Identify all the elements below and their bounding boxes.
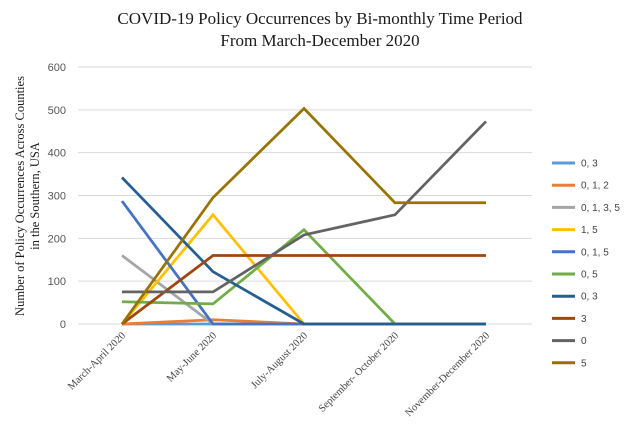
series-line [121,254,486,326]
legend-label: 0, 1, 2 [581,181,609,192]
legend-label: 1, 5 [581,225,598,236]
y-tick-label: 100 [48,276,66,288]
x-axis-ticks: March-April 2020 May-June 2020 July-August… [66,330,492,419]
y-tick-label: 200 [48,233,66,245]
y-tick-label: 0 [60,319,66,331]
legend: 0, 3 0, 1, 2 0, 1, 3, 5 1, 5 0, 1, 5 0, 5 0, 3… [552,159,620,369]
chart-subtitle: From March-December 2020 [220,31,419,50]
y-tick-label: 400 [48,148,66,160]
series-line [120,200,486,326]
y-tick-label: 600 [48,62,66,74]
series-line [120,106,486,325]
gridlines [78,66,532,325]
legend-label: 3 [581,314,587,325]
series-line [122,120,487,294]
y-axis-ticks: 0 100 200 300 400 500 600 [48,62,66,331]
chart-title: COVID-19 Policy Occurrences by Bi-monthl… [117,9,523,28]
y-axis-label-line-2: in the Southern, USA [28,142,42,250]
legend-label: 0, 3 [581,159,598,170]
x-tick-label: November-December 2020 [403,330,492,419]
legend-label: 0, 1, 5 [581,247,609,258]
legend-label: 5 [581,358,587,369]
legend-label: 0 [581,336,587,347]
x-tick-label: March-April 2020 [66,330,128,392]
series-line [121,254,486,326]
y-axis-label-group: Number of Policy Occurrences Across Coun… [13,76,42,316]
legend-label: 0, 5 [581,270,598,281]
y-axis-label-line-1: Number of Policy Occurrences Across Coun… [13,76,27,316]
x-tick-label: September- October 2020 [317,330,401,414]
x-tick-label: July-August 2020 [249,330,310,391]
series-lines [120,106,487,326]
legend-label: 0, 1, 3, 5 [581,203,620,214]
y-tick-label: 500 [48,105,66,117]
x-tick-label: May-June 2020 [165,330,219,384]
y-tick-label: 300 [48,191,66,203]
legend-label: 0, 3 [581,292,598,303]
